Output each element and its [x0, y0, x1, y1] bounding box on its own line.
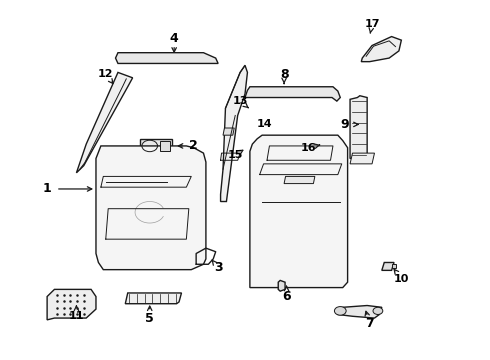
- Text: 15: 15: [227, 150, 243, 160]
- Polygon shape: [350, 96, 367, 160]
- Text: 12: 12: [98, 69, 114, 79]
- Bar: [160, 140, 170, 151]
- Polygon shape: [223, 128, 234, 135]
- Bar: [392, 264, 396, 268]
- Text: 11: 11: [69, 311, 84, 321]
- Polygon shape: [278, 280, 285, 291]
- Text: 13: 13: [232, 96, 248, 106]
- Polygon shape: [220, 65, 247, 202]
- Circle shape: [373, 307, 383, 315]
- Text: 17: 17: [364, 19, 380, 29]
- Polygon shape: [250, 135, 347, 288]
- Text: 4: 4: [170, 32, 178, 45]
- Polygon shape: [76, 72, 133, 173]
- Text: 14: 14: [257, 120, 272, 129]
- Polygon shape: [116, 53, 218, 63]
- Circle shape: [334, 307, 346, 315]
- Text: 1: 1: [43, 183, 51, 195]
- Text: 9: 9: [341, 118, 349, 131]
- Polygon shape: [338, 306, 382, 318]
- Text: 2: 2: [189, 139, 198, 152]
- Polygon shape: [382, 262, 394, 270]
- Text: 6: 6: [282, 290, 291, 303]
- Polygon shape: [361, 37, 401, 62]
- Polygon shape: [245, 87, 340, 101]
- Text: 16: 16: [301, 143, 317, 153]
- Text: 3: 3: [214, 261, 222, 274]
- Polygon shape: [140, 139, 172, 153]
- Text: 10: 10: [393, 274, 409, 284]
- Polygon shape: [284, 176, 315, 184]
- Polygon shape: [47, 289, 96, 320]
- Text: 8: 8: [280, 68, 289, 81]
- Polygon shape: [350, 153, 374, 164]
- Text: 5: 5: [146, 311, 154, 325]
- Text: 7: 7: [365, 317, 374, 330]
- Polygon shape: [96, 146, 206, 270]
- Polygon shape: [125, 293, 181, 304]
